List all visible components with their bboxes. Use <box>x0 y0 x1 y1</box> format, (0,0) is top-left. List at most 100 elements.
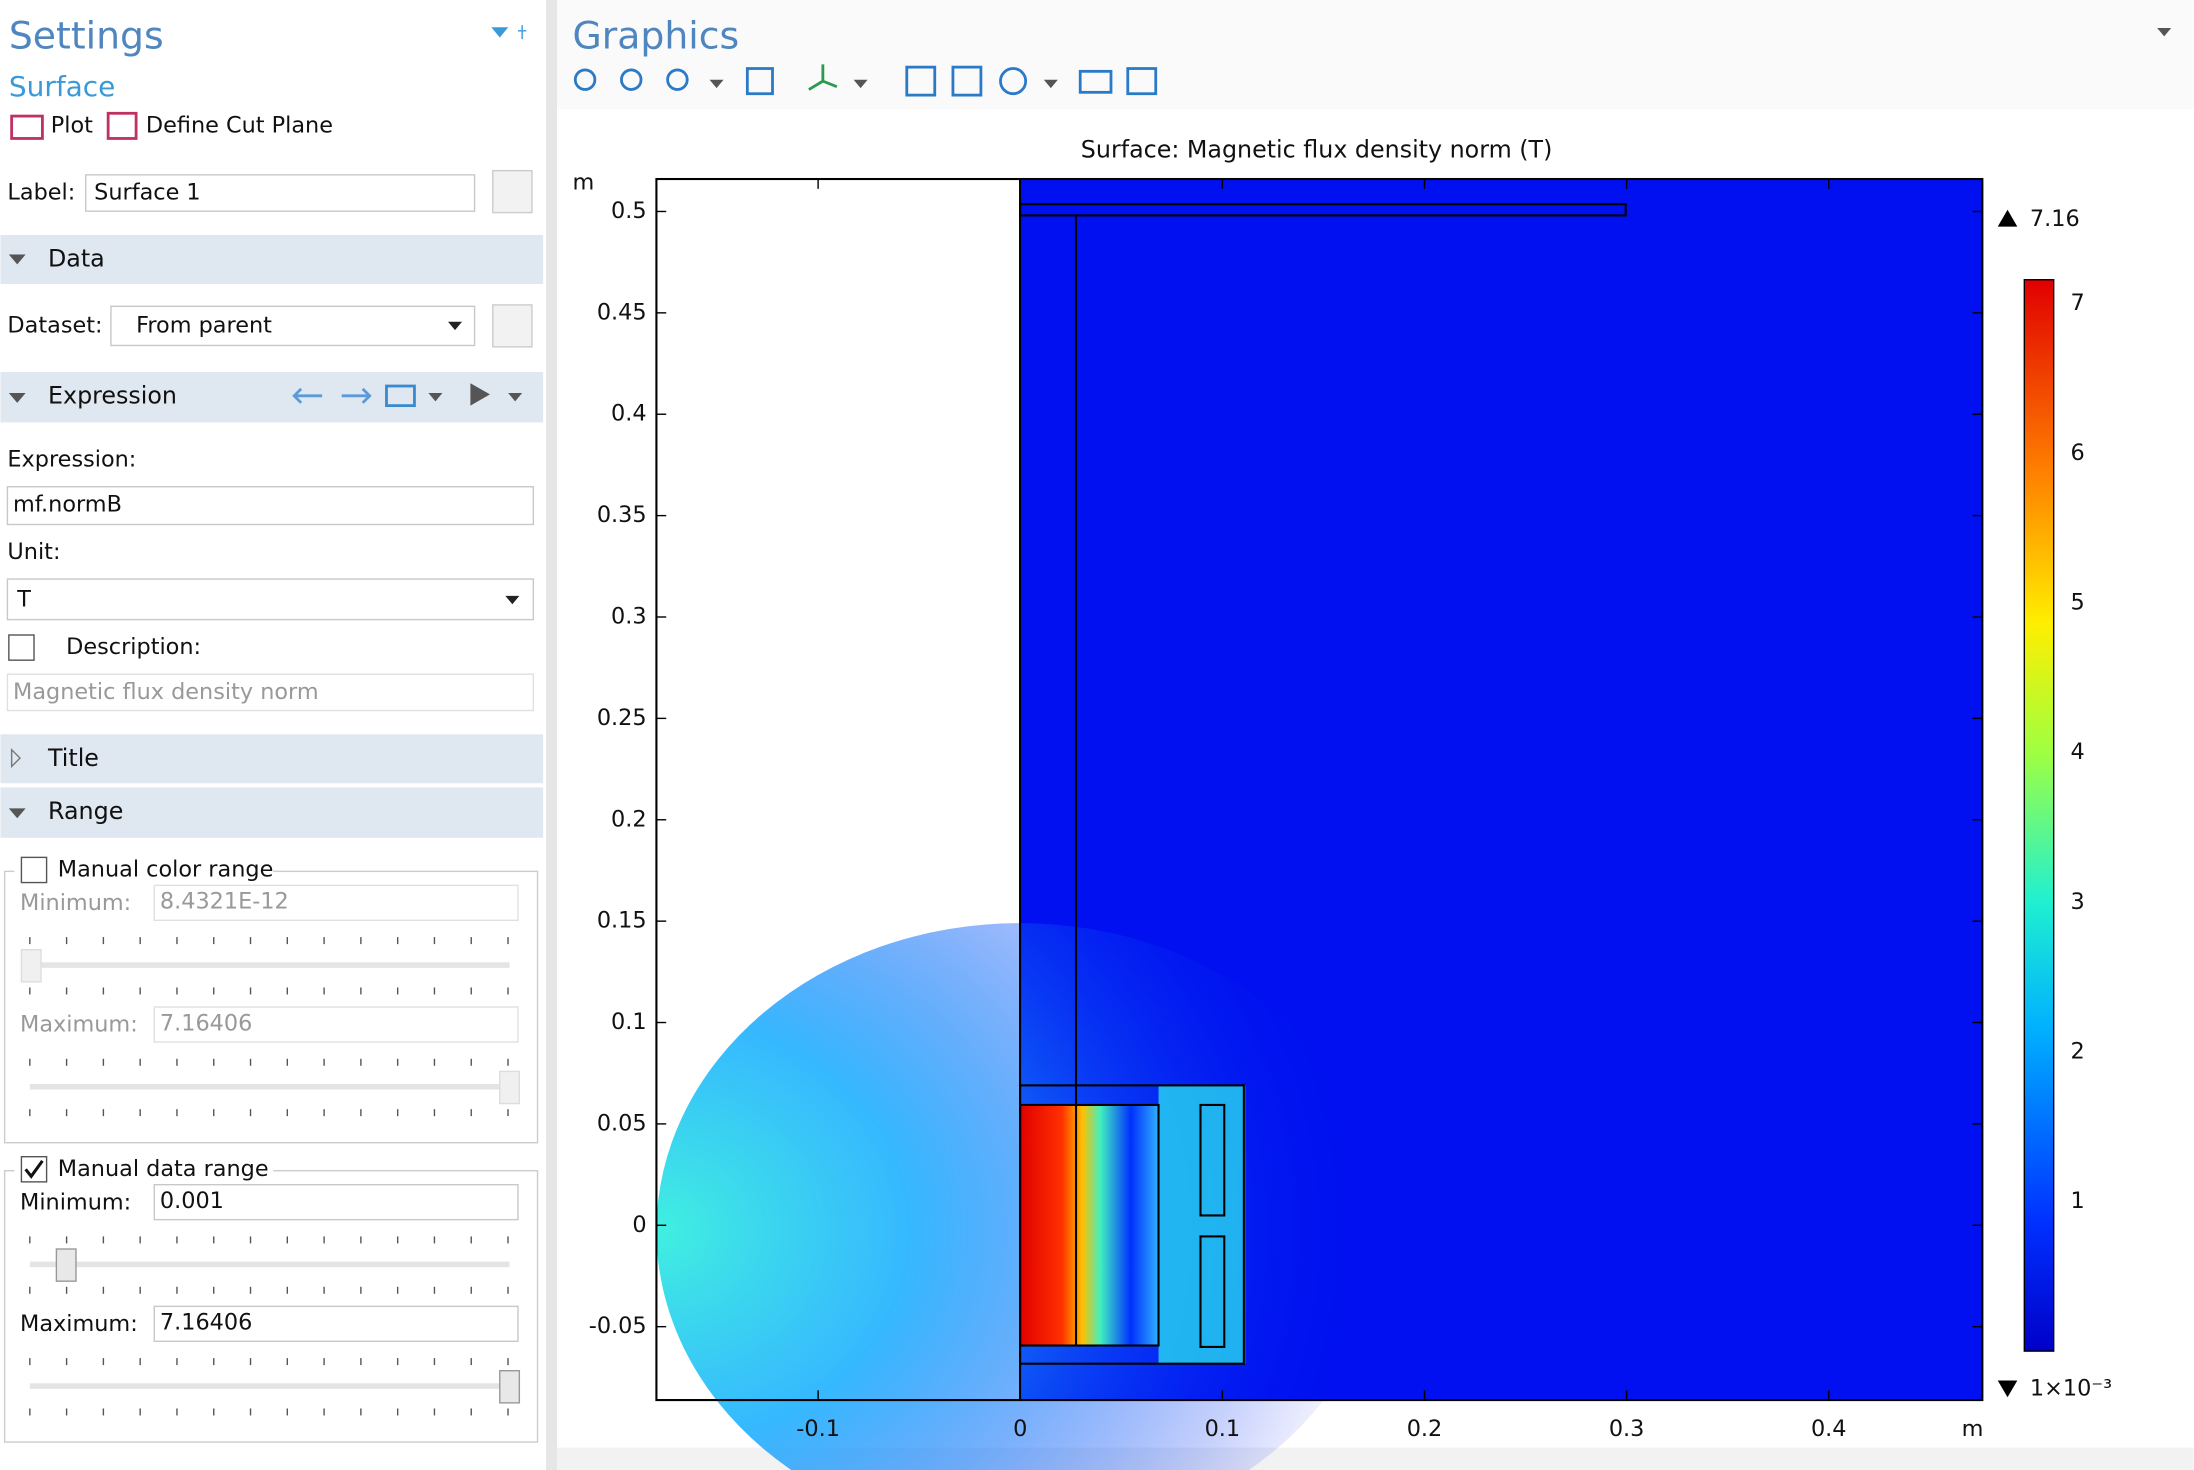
range-checkbox[interactable] <box>20 856 48 884</box>
slider-track <box>29 1261 510 1268</box>
y-tick-label: 0.45 <box>597 299 647 325</box>
x-tick-label: 0 <box>1013 1416 1027 1442</box>
geometry-edges <box>1019 179 1627 1401</box>
grid-toggle[interactable] <box>905 65 937 97</box>
minimum-label: Minimum: <box>20 890 131 916</box>
expression-section[interactable] <box>0 372 544 423</box>
minimum-input[interactable] <box>153 884 519 922</box>
print[interactable] <box>1126 67 1158 96</box>
collapse-arrow <box>10 747 22 769</box>
graphics-title: Graphics <box>572 13 739 57</box>
label-value: Surface 1 <box>94 180 201 206</box>
slider-track <box>29 1383 510 1389</box>
description-input[interactable] <box>6 673 535 712</box>
data-section[interactable] <box>0 234 544 284</box>
slider-thumb[interactable] <box>499 1369 521 1404</box>
y-tick-label: 0.5 <box>611 198 647 224</box>
colorbar-tick-label: 2 <box>2070 1038 2084 1064</box>
dropdown-arrow <box>505 595 520 605</box>
expand-arrow <box>8 393 26 403</box>
plot-icon[interactable] <box>10 114 44 140</box>
image-snapshot[interactable] <box>1078 69 1113 94</box>
unit-label: Unit: <box>7 539 60 565</box>
y-tick-label: 0.4 <box>611 401 647 427</box>
colorbar-tick-label: 3 <box>2070 889 2084 915</box>
zoom-box[interactable] <box>666 68 689 91</box>
panel-controls[interactable] <box>491 25 527 40</box>
label-label: Label: <box>7 180 75 206</box>
node-name: Surface <box>9 70 116 103</box>
checkbox-box[interactable] <box>8 634 35 661</box>
x-tick-label: 0.3 <box>1609 1416 1645 1442</box>
dataset-button[interactable] <box>492 304 533 348</box>
checkbox-label: Manual data range <box>58 1156 269 1182</box>
dropdown-arrow <box>448 321 463 331</box>
expression-value: mf.normB <box>13 491 122 517</box>
expression-menus[interactable] <box>428 383 523 406</box>
slider-thumb[interactable] <box>55 1248 77 1282</box>
group-label-bg <box>14 857 274 886</box>
colorbar-tick-label: 7 <box>2070 290 2084 316</box>
y-tick-label: 0.3 <box>611 603 647 629</box>
dataset-value: From parent <box>136 312 272 338</box>
x-tick-label: 0.4 <box>1811 1416 1847 1442</box>
expand-arrow <box>8 808 26 819</box>
scene-light[interactable] <box>999 67 1028 96</box>
max-marker <box>1997 209 2018 227</box>
label-button[interactable] <box>492 169 533 214</box>
range-checkbox[interactable] <box>20 1155 48 1183</box>
description-checkbox[interactable] <box>8 634 35 661</box>
title-section[interactable] <box>0 734 544 784</box>
panel-controls[interactable] <box>2157 27 2172 37</box>
y-tick-label: 0.05 <box>597 1110 647 1136</box>
plot-frame <box>655 177 1984 1402</box>
maximum-value: 7.16406 <box>160 1010 252 1036</box>
x-tick-label: 0.1 <box>1205 1416 1241 1442</box>
dataset-dropdown[interactable] <box>110 305 476 347</box>
colorbar-max: 7.16 <box>2030 206 2080 232</box>
colorbar-tick-label: 1 <box>2070 1188 2084 1214</box>
description-label: Description: <box>66 634 201 660</box>
x-tick-label: 0.2 <box>1407 1416 1443 1442</box>
colorbar <box>2023 279 2055 1352</box>
range-section[interactable] <box>0 787 544 838</box>
maximum-label: Maximum: <box>20 1311 138 1337</box>
x-tick-label: -0.1 <box>796 1416 840 1442</box>
label-input[interactable] <box>85 174 476 212</box>
cut-plane-button[interactable]: Define Cut Plane <box>146 112 333 138</box>
legend-toggle[interactable] <box>951 65 983 97</box>
section-title: Data <box>48 245 105 273</box>
minimum-value: 8.4321E-12 <box>160 889 289 915</box>
y-tick-label: 0.35 <box>597 502 647 528</box>
graphics-header <box>557 0 2194 110</box>
slider-thumb[interactable] <box>20 948 42 983</box>
maximum-input[interactable] <box>153 1006 519 1043</box>
history-arrows[interactable] <box>292 387 372 404</box>
axis-orientation[interactable] <box>808 64 838 91</box>
zoom-extents[interactable] <box>745 67 774 96</box>
slider-thumb[interactable] <box>499 1070 521 1105</box>
graphics-toolbar <box>573 64 1158 97</box>
unit-dropdown[interactable] <box>6 578 535 621</box>
unit-value: T <box>16 587 31 613</box>
y-tick-label: 0.15 <box>597 908 647 934</box>
zoom-in[interactable] <box>573 68 597 91</box>
plot-button[interactable]: Plot <box>51 112 93 138</box>
panel-title: Settings <box>9 13 164 57</box>
y-tick-label: 0 <box>632 1212 646 1238</box>
dataset-label: Dataset: <box>7 312 102 338</box>
minimum-input[interactable] <box>153 1183 519 1221</box>
section-title: Range <box>48 797 123 825</box>
checkbox-box[interactable] <box>20 856 48 884</box>
description-value: Magnetic flux density norm <box>13 679 319 705</box>
cut-plane-icon[interactable] <box>106 111 138 140</box>
maximum-label: Maximum: <box>20 1012 138 1038</box>
colorbar-tick-label: 5 <box>2070 589 2084 615</box>
minimum-label: Minimum: <box>20 1189 131 1215</box>
zoom-out[interactable] <box>620 68 643 91</box>
expression-input[interactable] <box>6 486 535 526</box>
insert-expression[interactable] <box>385 384 416 408</box>
maximum-input[interactable] <box>153 1305 519 1343</box>
y-tick-label: 0.2 <box>611 806 647 832</box>
checkbox-box[interactable] <box>20 1155 48 1183</box>
